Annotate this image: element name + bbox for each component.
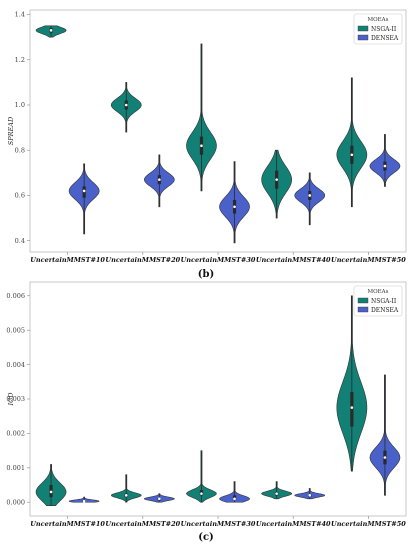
violin-median xyxy=(383,164,387,168)
violin-median xyxy=(308,194,312,197)
x-tick-label: UncertainMMST#20 xyxy=(105,256,180,264)
violin-median xyxy=(200,492,203,495)
y-tick-label: 0.003 xyxy=(6,395,25,403)
y-tick-label: 0.8 xyxy=(15,146,25,154)
y-tick-label: 0.6 xyxy=(15,192,25,200)
violin-median xyxy=(49,29,53,32)
x-tick-label: UncertainMMST#30 xyxy=(181,256,256,264)
x-tick-label: UncertainMMST#50 xyxy=(331,256,406,264)
x-tick-label: UncertainMMST#30 xyxy=(181,520,256,528)
legend-swatch xyxy=(357,34,369,41)
legend-swatch xyxy=(357,297,369,304)
violin-median xyxy=(82,499,86,503)
x-tick-label: UncertainMMST#10 xyxy=(30,256,105,264)
violin-median xyxy=(275,178,278,181)
violin-median xyxy=(350,153,354,157)
violin-median xyxy=(200,144,203,148)
legend-label: DENSEA xyxy=(371,307,399,314)
x-tick-label: UncertainMMST#20 xyxy=(105,520,180,528)
violin-median xyxy=(158,497,161,501)
violin-median xyxy=(383,456,387,459)
figure-caption: (c) xyxy=(198,532,214,543)
y-tick-label: 0.000 xyxy=(6,498,25,506)
violin-median xyxy=(82,189,86,193)
violin-median xyxy=(233,497,236,501)
violin-median xyxy=(308,494,312,497)
y-tick-label: 0.006 xyxy=(6,292,25,300)
legend-label: DENSEA xyxy=(371,35,399,42)
y-tick-label: 1.2 xyxy=(15,56,25,64)
figure-caption: (b) xyxy=(198,269,214,280)
x-tick-label: UncertainMMST#50 xyxy=(331,520,406,528)
y-tick-label: 0.002 xyxy=(6,430,25,438)
violin-box xyxy=(232,495,237,500)
violin-median xyxy=(275,492,278,495)
legend: MOEAs NSGA-II DENSEA xyxy=(353,13,403,45)
violin-median xyxy=(49,490,53,494)
violin-median xyxy=(124,103,128,107)
y-tick-label: 0.4 xyxy=(15,237,25,245)
violin-median xyxy=(124,494,128,497)
legend-title: MOEAs xyxy=(368,289,389,295)
violin-median xyxy=(233,205,236,209)
violin-median xyxy=(158,178,161,181)
y-tick-label: 1.0 xyxy=(15,101,25,109)
legend-label: NSGA-II xyxy=(371,298,397,305)
y-axis-label: IGD xyxy=(7,392,15,407)
legend-swatch xyxy=(357,306,369,313)
chart-panel-1: 0.4 0.6 0.8 1.0 1.2 1.4 SPREAD UncertainMMST#10… xyxy=(7,9,407,280)
y-tick-label: 1.4 xyxy=(15,11,25,19)
chart-panel-2: 0.000 0.001 0.002 0.003 0.004 0.005 0.006 IGD Un… xyxy=(6,281,407,543)
legend-label: NSGA-II xyxy=(371,26,397,33)
y-tick-label: 0.001 xyxy=(6,464,25,472)
violin-box xyxy=(350,392,354,427)
x-tick-label: UncertainMMST#10 xyxy=(30,520,105,528)
y-tick-label: 0.005 xyxy=(6,326,25,334)
plot-frame xyxy=(29,9,407,253)
y-axis-label: SPREAD xyxy=(7,116,15,145)
x-tick-label: UncertainMMST#40 xyxy=(256,520,331,528)
legend-title: MOEAs xyxy=(368,17,389,23)
legend-swatch xyxy=(357,25,369,32)
legend: MOEAs NSGA-II DENSEA xyxy=(353,285,403,317)
y-tick-label: 0.004 xyxy=(6,361,25,369)
violin-median xyxy=(350,406,354,409)
x-tick-label: UncertainMMST#40 xyxy=(256,256,331,264)
